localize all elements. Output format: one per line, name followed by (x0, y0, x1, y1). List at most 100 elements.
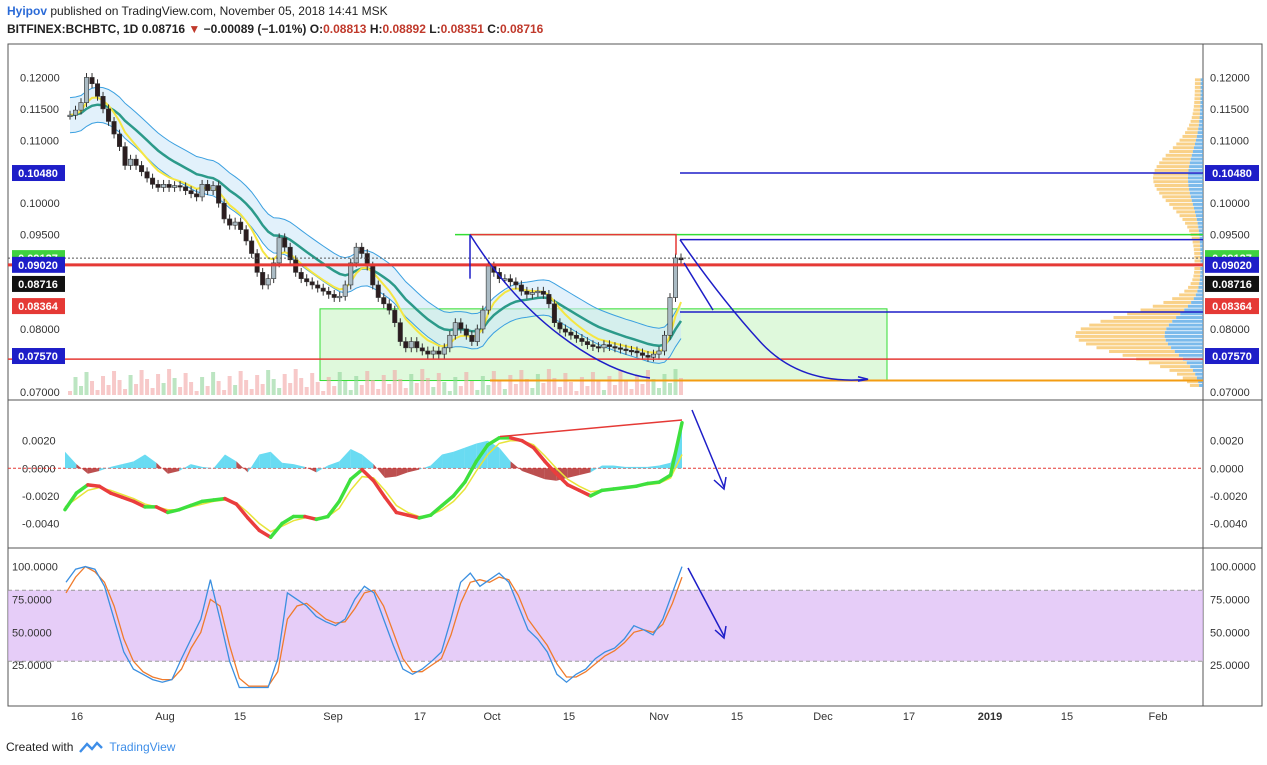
open-label: O: (309, 22, 324, 36)
x-tick-label: Sep (323, 711, 343, 723)
volume-bar (128, 375, 133, 395)
volume-profile-bar (1200, 97, 1203, 101)
volume-profile-bar (1192, 240, 1200, 244)
volume-bar (134, 384, 139, 395)
footer: Created with TradingView (6, 740, 175, 754)
projection-curve (679, 239, 869, 381)
volume-profile-bar (1179, 293, 1196, 297)
volume-profile-bar (1194, 82, 1201, 86)
volume-profile-bar (1166, 327, 1203, 331)
volume-bar (321, 391, 326, 395)
candle (139, 165, 145, 173)
macd-line-segment (383, 495, 399, 515)
volume-profile-bar (1160, 365, 1191, 369)
volume-bar (200, 377, 205, 395)
candle (238, 221, 244, 230)
volume-profile-bar (1198, 127, 1203, 131)
volume-bar (376, 389, 381, 395)
volume-profile-bar (1172, 146, 1194, 150)
macd-line-segment (257, 528, 273, 539)
macd-histogram (419, 465, 431, 470)
volume-profile-bar (1153, 172, 1189, 176)
volume-bar (189, 382, 194, 395)
chart-frame (7, 43, 1263, 707)
macd-line-segment (97, 484, 113, 495)
arrow-line (683, 262, 714, 311)
macd-histogram (179, 464, 191, 472)
volume-profile-bar (1194, 259, 1201, 263)
candle (612, 346, 618, 349)
volume-profile-bar (1193, 297, 1203, 301)
volume-profile-bar (1168, 323, 1203, 327)
volume-profile-bar (1193, 244, 1201, 248)
tradingview-brand-link[interactable]: TradingView (109, 740, 176, 754)
volume-bar (486, 385, 491, 395)
volume-profile-bar (1191, 300, 1203, 304)
volume-bar (574, 391, 579, 395)
price-tag-right (1205, 275, 1259, 292)
candle (337, 295, 343, 299)
candle (557, 322, 563, 330)
volume-bar (673, 369, 678, 395)
volume-profile-bar (1193, 206, 1203, 210)
volume-bar (299, 378, 304, 395)
macd-histogram (659, 462, 671, 469)
macd-histogram (567, 468, 580, 478)
volume-profile-bar (1200, 248, 1203, 252)
volume-bar (123, 389, 128, 395)
volume-profile-bar (1200, 270, 1203, 274)
macd-line-segment (623, 484, 639, 490)
price-tag-label: 0.08364 (18, 301, 59, 313)
volume-bar (530, 388, 535, 395)
macd-line-segment (543, 459, 559, 476)
volume-bar (354, 376, 359, 395)
volume-profile-bar (1191, 116, 1200, 120)
macd-tick-label: -0.0020 (22, 491, 59, 503)
volume-profile-bar (1179, 138, 1196, 142)
price-tag-right-label: 0.08364 (1212, 301, 1253, 313)
y-tick-label-right: 0.08000 (1210, 324, 1250, 336)
macd-line-segment (326, 499, 341, 519)
volume-profile-bar (1187, 127, 1199, 131)
stoch-tick-label-right: 100.0000 (1210, 562, 1256, 574)
candle (672, 257, 678, 298)
volume-bar (370, 380, 375, 395)
volume-profile-bar (1196, 376, 1203, 380)
volume-profile-bar (1198, 229, 1203, 233)
author-link[interactable]: Hyipov (7, 4, 48, 18)
candle (623, 348, 629, 351)
candle (507, 278, 513, 283)
volume-bar (679, 378, 683, 395)
candle (381, 297, 387, 305)
volume-profile-bar (1109, 350, 1175, 354)
volume-bar (623, 380, 628, 395)
volume-profile-bar (1193, 108, 1201, 112)
volume-profile-bar (1127, 312, 1181, 316)
macd-histogram (202, 466, 214, 469)
candle (463, 328, 469, 336)
volume-bar (447, 391, 452, 395)
price-tag-right-label: 0.10480 (1212, 168, 1252, 180)
y-tick-label-right: 0.11000 (1210, 135, 1249, 147)
candle (331, 294, 337, 298)
volume-profile-bar (1198, 380, 1203, 384)
price-tag-right-label: 0.08716 (1212, 279, 1252, 291)
candle (342, 284, 348, 297)
candle (177, 185, 183, 188)
upper-band (69, 86, 682, 329)
macd-histogram (65, 451, 77, 469)
macd-signal-line (64, 439, 683, 533)
macd-histogram (99, 466, 111, 472)
macd-histogram (259, 451, 271, 469)
macd-line-segment (668, 421, 684, 477)
volume-bar (145, 379, 150, 395)
volume-bar (233, 385, 238, 395)
price-tag-label: 0.07570 (18, 351, 58, 363)
candle (227, 218, 233, 226)
volume-bar (271, 379, 276, 395)
volume-bar (557, 387, 562, 395)
volume-profile-bar (1193, 146, 1203, 150)
macd-line-segment (486, 436, 501, 447)
volume-profile-bar (1189, 187, 1203, 191)
